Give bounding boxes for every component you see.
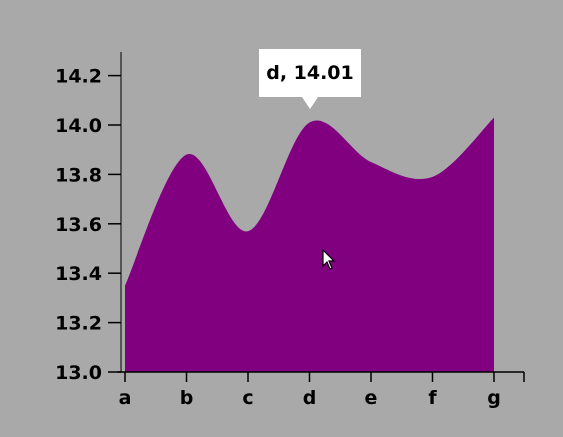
y-tick-label: 13.8 (55, 164, 102, 186)
x-tick-label: a (119, 387, 132, 409)
y-tick-label: 13.2 (55, 313, 102, 335)
x-axis: a b c d e f g (117, 371, 525, 409)
y-axis: 13.0 13.2 13.4 13.6 13.8 14.0 14.2 (55, 52, 122, 384)
x-tick-label: e (365, 387, 378, 409)
y-tick-label: 14.2 (55, 66, 102, 88)
x-tick-label: b (180, 387, 194, 409)
tooltip-pointer (302, 97, 318, 109)
mouse-pointer-icon (322, 249, 336, 270)
y-tick-label: 13.6 (55, 214, 102, 236)
area-fill (125, 117, 494, 372)
data-tooltip: d, 14.01 (259, 49, 361, 97)
x-tick-label: c (242, 387, 253, 409)
x-tick-label: f (428, 387, 437, 409)
y-tick-label: 14.0 (55, 115, 102, 137)
y-tick-label: 13.4 (55, 263, 102, 285)
area-series (125, 117, 494, 372)
x-tick-label: d (303, 387, 317, 409)
x-tick-label: g (487, 387, 501, 409)
y-tick-label: 13.0 (55, 362, 102, 384)
tooltip-text: d, 14.01 (266, 62, 354, 84)
